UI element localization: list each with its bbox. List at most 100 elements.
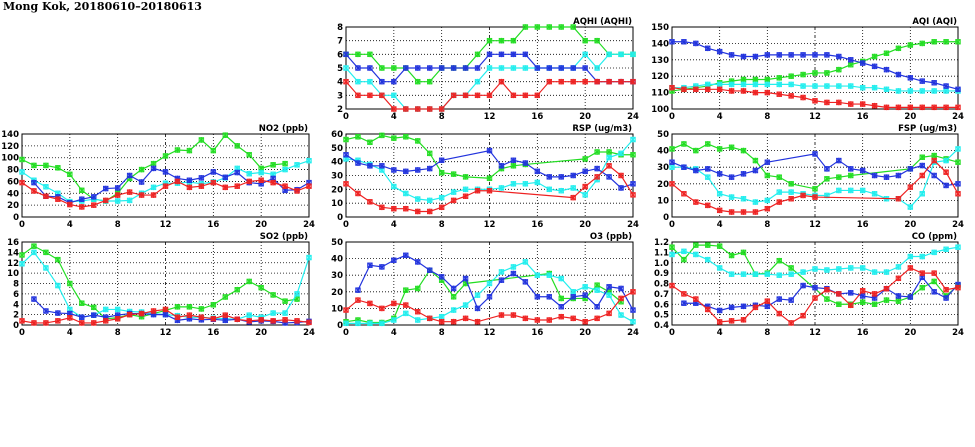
data-point-cross [895,264,902,270]
data-point [379,65,385,71]
data-point-cross [848,61,854,68]
data-point-cross [740,53,747,60]
data-point [91,320,97,326]
data-point-cross [403,205,409,212]
data-point [919,78,925,84]
data-point-cross [558,174,564,180]
data-point-cross [630,78,636,85]
data-point-cross [812,266,818,272]
data-point-cross [162,153,169,159]
data-point [391,78,397,85]
data-point [594,287,600,293]
y-tick-label: 5 [337,64,343,74]
data-point [222,174,228,181]
data-point-cross [31,296,37,302]
data-point [415,196,421,202]
data-point-cross [618,312,624,318]
data-point-cross [705,141,711,147]
data-point-cross [824,176,830,182]
data-point [415,317,421,323]
data-point [450,197,457,204]
data-point [427,150,433,157]
data-point-cross [270,292,276,298]
data-point-cross [594,165,600,172]
data-point [681,291,687,297]
data-point-cross [776,91,782,98]
data-point-cross [860,265,866,271]
data-point-cross [919,154,925,161]
data-point-cross [462,186,469,193]
data-point [510,264,517,270]
y-tick-label: 0.5 [654,311,669,321]
x-tick-label: 20 [904,112,916,122]
data-point-cross [486,92,493,99]
data-point [824,296,830,302]
data-point [79,196,85,203]
data-point-cross [669,282,675,289]
data-point-cross [907,204,913,210]
data-point-cross [764,197,770,204]
data-point [462,92,469,99]
data-point [895,195,902,202]
data-point [606,149,612,155]
data-point-cross [812,52,818,58]
data-point [114,306,121,313]
data-point-cross [824,52,830,58]
data-point [91,202,97,208]
data-point [391,92,397,99]
data-point-cross [717,243,723,249]
data-point [222,184,228,191]
data-point-cross [450,92,457,99]
data-point [618,51,624,58]
data-point-cross [752,89,759,96]
data-point [669,282,675,289]
x-tick-label: 20 [904,220,916,230]
data-point-cross [343,307,349,313]
data-point-cross [403,287,409,293]
data-point [618,312,624,318]
data-point-cross [594,315,600,322]
data-point-cross [582,183,588,190]
data-point [943,169,949,175]
data-point-cross [198,175,205,181]
data-point [907,184,914,190]
data-point [43,183,49,190]
data-point [450,92,457,99]
x-tick-label: 4 [717,220,723,230]
data-point [150,184,157,191]
data-point-cross [618,295,624,302]
data-point [824,176,830,182]
data-point-cross [474,305,481,312]
data-point-cross [693,296,699,302]
data-point-cross [367,92,373,99]
data-point-cross [931,152,937,159]
data-point-cross [955,190,961,197]
y-tick-label: 0.4 [654,321,669,331]
y-tick-label: 100 [1,154,19,164]
data-point [246,178,252,185]
data-point-cross [812,284,818,291]
data-point [462,186,469,193]
data-point-cross [222,294,228,300]
data-point [931,249,937,256]
data-point-cross [860,293,866,299]
data-point-cross [752,53,759,60]
data-point-cross [907,104,913,111]
data-point [126,172,133,179]
data-point [728,252,735,259]
data-point-cross [836,174,842,180]
data-point-cross [740,88,747,94]
x-tick-label: 8 [764,112,770,122]
data-point-cross [871,102,878,109]
data-point-cross [43,193,49,200]
data-point [558,303,564,310]
x-tick-label: 16 [207,328,219,338]
data-point-cross [415,106,421,112]
data-point [919,190,925,197]
x-tick-label: 12 [484,220,496,230]
data-point-cross [895,88,902,94]
data-point [606,284,612,290]
data-point [824,267,830,273]
x-tick-label: 24 [303,328,315,338]
data-point [570,289,576,295]
